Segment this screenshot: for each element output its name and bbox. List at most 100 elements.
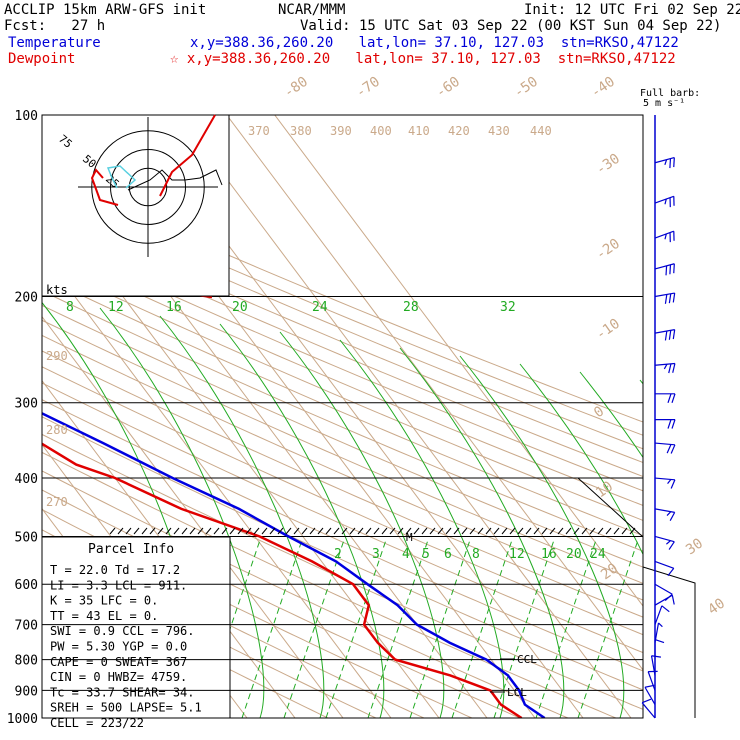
wind-barb-flag — [669, 264, 672, 275]
hatch-mark — [501, 527, 508, 535]
barb-legend-title: Full barb: — [640, 88, 700, 99]
dry-adiabat-line — [42, 235, 643, 492]
wind-barb-flag — [664, 330, 668, 341]
theta-label: 410 — [408, 124, 430, 138]
wind-barb — [654, 156, 675, 169]
wind-barb-flag — [667, 479, 672, 485]
wind-barb-staff — [644, 686, 656, 705]
dry-adiabat-line — [42, 366, 643, 636]
parcel-info-row: Tc = 33.7 SHEAR= 34. — [50, 685, 195, 699]
dry-adiabat-line — [42, 416, 643, 691]
plot-frame — [41, 114, 644, 719]
wind-barb — [654, 230, 675, 243]
theta-label: 290 — [46, 349, 68, 363]
isotherm-line — [178, 115, 632, 718]
wind-barb-flag — [672, 329, 676, 340]
mixing-ratio-label: 12 — [108, 300, 124, 315]
hatch-mark — [397, 527, 404, 535]
theta-label: 430 — [488, 124, 510, 138]
hatch-mark — [573, 527, 580, 535]
pressure-tick-label: 800 — [15, 654, 38, 669]
hodograph-trace-mid — [127, 169, 223, 191]
hatch-mark — [461, 527, 468, 535]
mixing-ratio-line — [283, 539, 345, 718]
hatch-mark — [589, 527, 596, 535]
wind-barb-flag — [665, 265, 668, 276]
mixing-ratio-label: 24 — [590, 547, 606, 562]
wind-barb-staff — [654, 230, 674, 239]
parcel-info-box: Parcel Info T = 22.0 Td = 17.2LI = 3.3 LC… — [41, 536, 231, 730]
mixing-ratio-label: 28 — [403, 300, 419, 315]
wind-barb-staff — [650, 655, 656, 676]
wind-barb — [654, 329, 676, 341]
wind-barb-flag — [668, 363, 672, 374]
wind-barb-flag — [673, 157, 675, 168]
model-title: ACCLIP 15km ARW-GFS init — [4, 2, 207, 18]
hatch-mark — [245, 527, 252, 535]
wind-barb-flag — [671, 393, 676, 404]
wind-barb-flag — [669, 512, 676, 521]
wind-barb-flag — [664, 198, 667, 205]
wind-barb-flag — [664, 233, 667, 240]
isotherm-label: 0 — [591, 403, 607, 421]
wind-barb — [654, 195, 675, 208]
wind-barb-flag — [667, 393, 672, 404]
wind-barb-flag — [641, 698, 652, 704]
mixing-ratio-line — [367, 539, 429, 718]
hatch-mark — [565, 527, 572, 535]
dry-adiabat-line — [42, 399, 643, 672]
mixing-ratio-line — [325, 539, 387, 718]
hatch-mark — [381, 527, 388, 535]
isotherm-line — [42, 251, 392, 718]
dry-adiabat-line — [42, 433, 643, 710]
isotherm-label: -20 — [593, 236, 623, 264]
wind-barb-flag — [661, 605, 670, 613]
dry-adiabat-line — [42, 382, 643, 654]
dry-adiabat-line — [42, 222, 643, 478]
hatch-mark — [549, 527, 556, 535]
pressure-tick-label: 300 — [15, 397, 38, 412]
parcel-info-frame — [41, 536, 231, 719]
mixing-ratio-line — [409, 539, 471, 718]
hodograph-trace-cyan — [106, 165, 137, 189]
wind-barb-flag — [673, 263, 675, 274]
wind-barb-staff — [654, 508, 675, 513]
wind-barb-flag — [667, 567, 675, 577]
wind-barb-flag — [651, 655, 661, 658]
parcel-info-title: Parcel Info — [88, 542, 174, 557]
hatch-mark — [229, 527, 236, 535]
wind-barb-staff — [654, 605, 663, 625]
moist-adiabat-line — [279, 331, 445, 718]
dry-adiabat-line — [42, 276, 643, 537]
pressure-tick-label: 600 — [15, 578, 38, 593]
pressure-tick-label: 400 — [15, 472, 38, 487]
mixing-ratio-label: 4 — [402, 547, 410, 562]
theta-label: 270 — [46, 495, 68, 509]
hodograph-trace-low — [90, 168, 119, 206]
wind-barb-flag — [668, 541, 675, 550]
hatch-mark — [269, 527, 276, 535]
theta-label: 390 — [330, 124, 352, 138]
hatch-mark — [117, 527, 124, 535]
mixing-ratio-label: 24 — [312, 300, 328, 315]
parcel-info-row: T = 22.0 Td = 17.2 — [50, 563, 180, 577]
isotherm-label: 40 — [705, 596, 728, 619]
pressure-tick-label: 700 — [15, 619, 38, 634]
mixing-ratio-label: 20 — [232, 300, 248, 315]
theta-label: 400 — [370, 124, 392, 138]
temperature-location: x,y=388.36,260.20 lat,lon= 37.10, 127.03… — [190, 35, 679, 51]
hatch-mark — [597, 527, 604, 535]
hatch-mark — [469, 527, 476, 535]
mixing-ratio-label: 32 — [500, 300, 516, 315]
dry-adiabat-line — [42, 248, 643, 506]
wind-barb-staff — [654, 560, 674, 569]
wind-barb — [650, 655, 661, 676]
mixing-ratio-label: 6 — [444, 547, 452, 562]
wind-barb — [647, 670, 658, 691]
hatch-mark — [125, 527, 132, 535]
hatch-mark — [557, 527, 564, 535]
hatch-mark — [253, 527, 260, 535]
hatch-mark — [277, 527, 284, 535]
